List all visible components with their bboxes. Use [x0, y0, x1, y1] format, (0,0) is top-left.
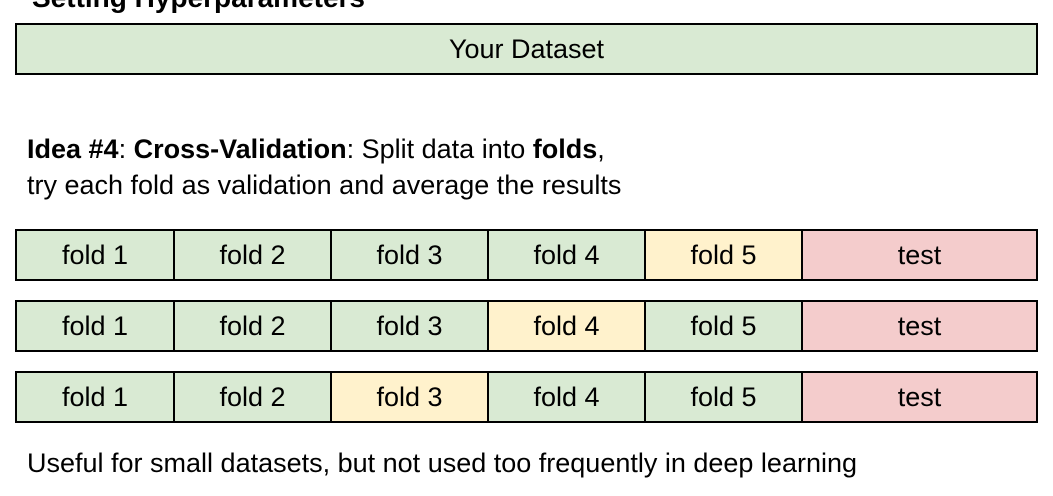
- fold-cell: fold 5: [644, 302, 801, 350]
- idea-line-1: Idea #4: Cross-Validation: Split data in…: [27, 131, 621, 167]
- fold-cell-label: fold 2: [219, 381, 286, 412]
- fold-cell-label: fold 2: [219, 239, 286, 270]
- dataset-bar: Your Dataset: [15, 23, 1038, 75]
- idea-description: Idea #4: Cross-Validation: Split data in…: [27, 131, 621, 203]
- fold-cell-label: fold 4: [533, 381, 600, 412]
- dataset-label: Your Dataset: [448, 33, 605, 64]
- fold-cell: fold 1: [17, 302, 173, 350]
- fold-row-1: fold 1 fold 2 fold 3 fold 4 fold 5 test: [15, 229, 1038, 281]
- fold-cell-label: fold 1: [61, 381, 129, 412]
- slide-title-clipped: Setting Hyperparameters: [32, 0, 365, 14]
- idea-label: Idea #4: [27, 134, 119, 164]
- fold-cell: fold 4: [487, 231, 644, 279]
- fold-cell-label: fold 5: [690, 310, 757, 341]
- fold-cell-label: fold 4: [533, 310, 600, 341]
- fold-cell-label: fold 1: [61, 310, 129, 341]
- idea-folds-word: folds: [532, 134, 598, 164]
- fold-cell-label: fold 5: [690, 381, 757, 412]
- idea-sep-3: ,: [597, 134, 605, 164]
- fold-cell-label: fold 5: [690, 239, 757, 270]
- fold-cell-label: fold 1: [61, 239, 129, 270]
- idea-line-2: try each fold as validation and average …: [27, 170, 622, 200]
- fold-cell-label: fold 4: [533, 239, 600, 270]
- fold-cell-label: fold 3: [376, 310, 443, 341]
- fold-cell: fold 5: [644, 373, 801, 421]
- fold-cell: fold 3: [330, 231, 487, 279]
- fold-cell-label: fold 2: [219, 310, 286, 341]
- test-cell: test: [801, 231, 1036, 279]
- fold-cell: fold 2: [173, 373, 330, 421]
- fold-cell: fold 1: [17, 373, 173, 421]
- validation-fold-cell: fold 5: [644, 231, 801, 279]
- validation-fold-cell: fold 4: [487, 302, 644, 350]
- fold-cell: fold 2: [173, 302, 330, 350]
- fold-cell: fold 2: [173, 231, 330, 279]
- idea-sep-2: : Split data into: [346, 134, 533, 164]
- test-cell: test: [801, 373, 1036, 421]
- fold-cell-label: fold 3: [376, 239, 443, 270]
- fold-cell-label: fold 3: [376, 381, 443, 412]
- fold-cell: fold 3: [330, 302, 487, 350]
- footer-note: Useful for small datasets, but not used …: [27, 448, 857, 478]
- validation-fold-cell: fold 3: [330, 373, 487, 421]
- fold-cell: fold 1: [17, 231, 173, 279]
- test-cell-label: test: [897, 310, 942, 341]
- fold-row-3: fold 1 fold 2 fold 3 fold 4 fold 5 test: [15, 371, 1038, 423]
- test-cell-label: test: [897, 381, 942, 412]
- test-cell-label: test: [897, 239, 942, 270]
- fold-row-2: fold 1 fold 2 fold 3 fold 4 fold 5 test: [15, 300, 1038, 352]
- test-cell: test: [801, 302, 1036, 350]
- idea-sep-1: :: [118, 134, 134, 164]
- fold-cell: fold 4: [487, 373, 644, 421]
- idea-method: Cross-Validation: [133, 134, 347, 164]
